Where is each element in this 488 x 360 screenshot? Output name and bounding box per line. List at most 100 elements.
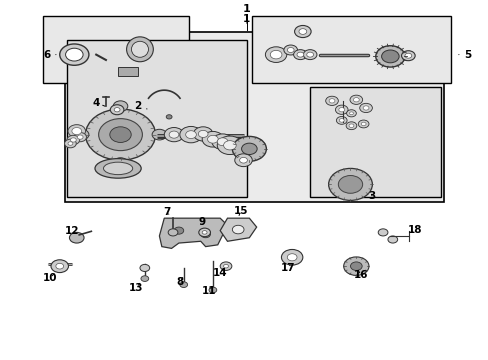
Circle shape: [377, 229, 387, 236]
Circle shape: [361, 122, 366, 126]
Circle shape: [298, 29, 306, 34]
Text: 12: 12: [64, 226, 79, 235]
Circle shape: [346, 110, 356, 117]
Circle shape: [68, 142, 73, 145]
Text: 10: 10: [42, 273, 57, 283]
Circle shape: [110, 105, 123, 115]
Circle shape: [287, 254, 296, 261]
Circle shape: [338, 108, 344, 112]
Circle shape: [303, 50, 316, 60]
Circle shape: [232, 136, 266, 161]
Text: 2: 2: [134, 101, 147, 111]
Circle shape: [68, 125, 85, 138]
Circle shape: [202, 231, 206, 234]
Circle shape: [346, 122, 356, 130]
Circle shape: [270, 50, 282, 59]
Circle shape: [232, 225, 244, 234]
Circle shape: [77, 135, 83, 139]
Circle shape: [74, 129, 89, 140]
Bar: [42, 15, 188, 83]
Circle shape: [113, 101, 127, 112]
Bar: [67, 40, 246, 197]
Circle shape: [208, 287, 216, 293]
Text: 5: 5: [458, 50, 471, 60]
Circle shape: [169, 131, 179, 138]
Circle shape: [180, 126, 202, 143]
Text: 9: 9: [198, 217, 205, 227]
Circle shape: [306, 52, 313, 57]
Text: 3: 3: [367, 191, 375, 201]
Circle shape: [164, 127, 183, 142]
Circle shape: [281, 249, 302, 265]
Text: 7: 7: [163, 207, 170, 217]
Circle shape: [67, 135, 80, 145]
Circle shape: [70, 138, 76, 142]
Circle shape: [69, 233, 84, 243]
Circle shape: [180, 282, 187, 288]
Circle shape: [335, 105, 347, 114]
Circle shape: [211, 134, 233, 149]
Circle shape: [166, 115, 172, 119]
Circle shape: [339, 119, 344, 122]
Circle shape: [56, 263, 63, 269]
Circle shape: [363, 106, 368, 110]
Bar: [64, 32, 443, 202]
Circle shape: [294, 26, 310, 37]
Circle shape: [74, 132, 86, 142]
Circle shape: [358, 120, 368, 128]
Circle shape: [328, 99, 334, 103]
Circle shape: [359, 103, 372, 113]
Text: 17: 17: [281, 263, 295, 273]
Polygon shape: [159, 218, 227, 248]
Circle shape: [51, 260, 68, 273]
Circle shape: [141, 276, 148, 282]
Circle shape: [198, 130, 207, 138]
Circle shape: [338, 176, 362, 193]
Circle shape: [350, 262, 362, 270]
Circle shape: [72, 127, 81, 135]
Text: 1: 1: [243, 4, 250, 14]
Circle shape: [185, 131, 196, 139]
Text: 16: 16: [353, 270, 367, 280]
Circle shape: [217, 136, 242, 154]
Bar: [251, 15, 450, 83]
Circle shape: [404, 53, 411, 58]
Circle shape: [202, 131, 223, 147]
Circle shape: [99, 119, 142, 150]
Circle shape: [287, 48, 293, 53]
Text: 15: 15: [233, 206, 247, 216]
Circle shape: [349, 112, 353, 115]
Text: 6: 6: [43, 50, 56, 60]
Bar: [118, 67, 137, 76]
Circle shape: [239, 157, 247, 163]
Circle shape: [85, 109, 155, 160]
Circle shape: [168, 229, 178, 236]
Circle shape: [65, 48, 83, 61]
Circle shape: [193, 127, 212, 141]
Circle shape: [296, 52, 303, 57]
Text: 14: 14: [212, 268, 227, 278]
Circle shape: [284, 45, 297, 55]
Circle shape: [387, 236, 397, 243]
Circle shape: [223, 264, 228, 268]
Ellipse shape: [95, 159, 141, 178]
Circle shape: [113, 158, 127, 168]
Text: 8: 8: [176, 277, 183, 287]
Ellipse shape: [126, 37, 153, 62]
Circle shape: [217, 138, 227, 146]
Ellipse shape: [103, 162, 132, 175]
Circle shape: [325, 96, 338, 105]
Circle shape: [265, 47, 286, 62]
Text: 4: 4: [92, 98, 105, 108]
Circle shape: [328, 168, 372, 201]
Circle shape: [336, 117, 346, 124]
Circle shape: [348, 124, 353, 127]
Circle shape: [110, 127, 131, 143]
Circle shape: [234, 154, 252, 167]
Bar: [309, 87, 441, 197]
Circle shape: [114, 108, 120, 112]
Circle shape: [60, 44, 89, 65]
Circle shape: [152, 129, 166, 140]
Circle shape: [241, 143, 257, 154]
Circle shape: [223, 141, 236, 150]
